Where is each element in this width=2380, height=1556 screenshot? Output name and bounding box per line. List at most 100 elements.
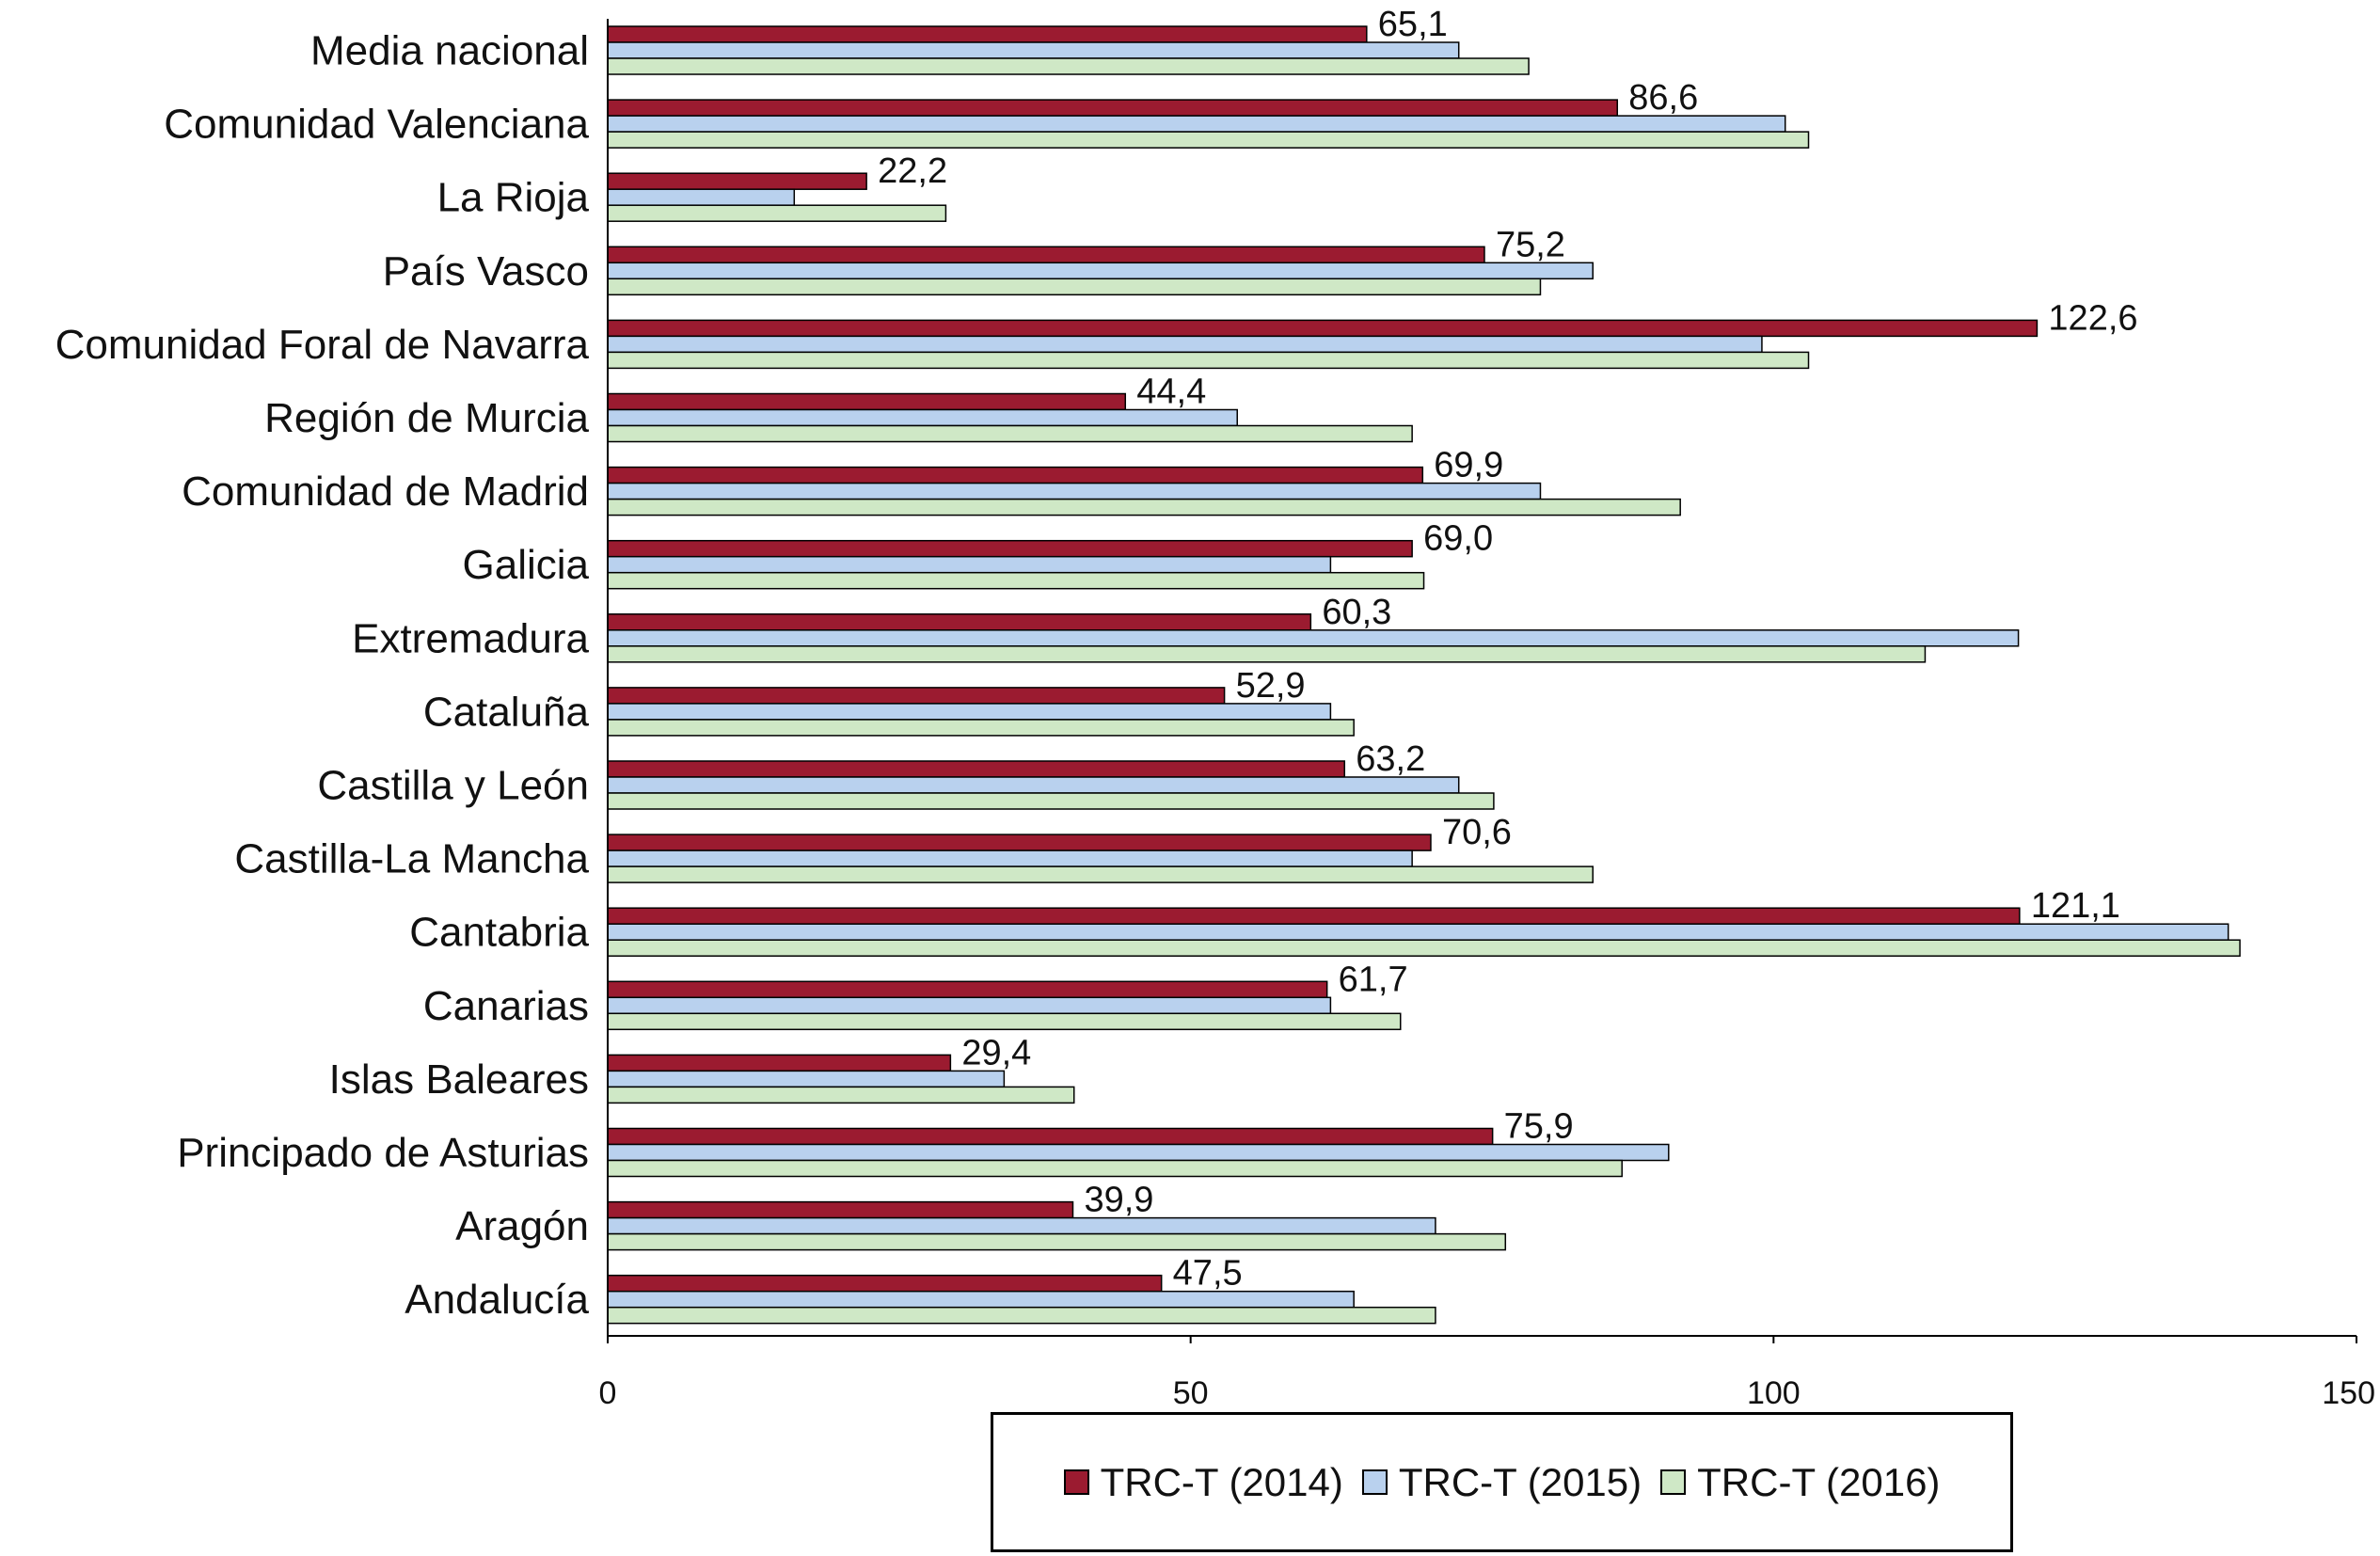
legend-swatch-2015 bbox=[1361, 1469, 1388, 1495]
bar-3-14 bbox=[607, 1086, 1075, 1104]
bar-3-13 bbox=[607, 1012, 1402, 1031]
bar-1-14 bbox=[607, 1054, 952, 1072]
category-label: Islas Baleares bbox=[329, 1056, 589, 1103]
category-label: Principado de Asturias bbox=[177, 1130, 589, 1176]
legend: TRC-T (2014) TRC-T (2015) TRC-T (2016) bbox=[991, 1412, 2013, 1552]
x-tick-label: 150 bbox=[2322, 1375, 2375, 1411]
data-label: 121,1 bbox=[2031, 886, 2120, 926]
category-label: Galicia bbox=[463, 542, 590, 588]
bar-2-17 bbox=[607, 1290, 1355, 1309]
bar-2-7 bbox=[607, 555, 1332, 574]
bar-3-16 bbox=[607, 1232, 1507, 1251]
bar-3-17 bbox=[607, 1306, 1436, 1325]
legend-item-2015: TRC-T (2015) bbox=[1361, 1459, 1642, 1505]
data-label: 75,2 bbox=[1496, 225, 1565, 264]
bar-1-1 bbox=[607, 99, 1619, 117]
bar-1-2 bbox=[607, 172, 867, 190]
legend-label-2014: TRC-T (2014) bbox=[1100, 1459, 1343, 1504]
category-label: Cantabria bbox=[409, 910, 589, 956]
category-label: Castilla y León bbox=[317, 763, 589, 809]
bar-2-16 bbox=[607, 1216, 1436, 1235]
bar-1-12 bbox=[607, 907, 2021, 925]
data-label: 44,4 bbox=[1136, 373, 1206, 412]
legend-swatch-2016 bbox=[1660, 1469, 1687, 1495]
category-label: Comunidad Foral de Navarra bbox=[56, 322, 590, 368]
bar-1-7 bbox=[607, 539, 1413, 558]
bar-3-3 bbox=[607, 278, 1542, 296]
legend-item-2014: TRC-T (2014) bbox=[1063, 1459, 1343, 1505]
bar-2-8 bbox=[607, 629, 2020, 647]
data-label: 65,1 bbox=[1378, 5, 1448, 44]
bar-2-12 bbox=[607, 923, 2229, 941]
bar-3-1 bbox=[607, 131, 1810, 149]
bar-3-6 bbox=[607, 498, 1681, 516]
data-label: 22,2 bbox=[878, 151, 947, 191]
bar-3-7 bbox=[607, 571, 1425, 590]
bar-1-13 bbox=[607, 980, 1328, 999]
bar-2-13 bbox=[607, 996, 1332, 1015]
x-tick-label: 50 bbox=[1173, 1375, 1209, 1411]
bar-2-5 bbox=[607, 408, 1238, 427]
bar-2-3 bbox=[607, 262, 1594, 280]
bar-3-11 bbox=[607, 865, 1594, 883]
bar-2-10 bbox=[607, 776, 1460, 794]
bar-3-4 bbox=[607, 351, 1810, 370]
category-label: País Vasco bbox=[383, 248, 589, 294]
bar-3-2 bbox=[607, 204, 947, 222]
bar-2-0 bbox=[607, 41, 1460, 59]
bar-2-1 bbox=[607, 115, 1786, 133]
category-label: La Rioja bbox=[437, 175, 590, 221]
bar-3-5 bbox=[607, 424, 1413, 443]
category-labels: Media nacional Comunidad Valenciana La Rio… bbox=[56, 28, 590, 1324]
category-label: Extremadura bbox=[352, 615, 589, 661]
category-label: Región de Murcia bbox=[264, 395, 589, 441]
legend-item-2016: TRC-T (2016) bbox=[1660, 1460, 1940, 1505]
data-label: 39,9 bbox=[1084, 1181, 1153, 1220]
bar-1-11 bbox=[607, 834, 1432, 851]
bar-2-4 bbox=[607, 335, 1763, 354]
bar-2-15 bbox=[607, 1143, 1670, 1162]
bar-3-12 bbox=[607, 939, 2241, 957]
x-tick-label: 0 bbox=[599, 1375, 617, 1411]
x-axis-ticks: 0 50 100 150 bbox=[599, 1336, 2375, 1411]
bar-1-6 bbox=[607, 466, 1424, 484]
x-tick-label: 100 bbox=[1747, 1375, 1801, 1411]
legend-label-2015: TRC-T (2015) bbox=[1398, 1459, 1642, 1504]
bar-3-15 bbox=[607, 1159, 1623, 1178]
category-label: Comunidad Valenciana bbox=[164, 102, 589, 148]
bar-1-0 bbox=[607, 25, 1368, 43]
bar-1-3 bbox=[607, 246, 1485, 264]
bar-1-9 bbox=[607, 687, 1226, 705]
category-label: Media nacional bbox=[310, 28, 589, 74]
bar-1-17 bbox=[607, 1274, 1163, 1293]
data-label: 52,9 bbox=[1236, 666, 1306, 706]
bar-2-14 bbox=[607, 1070, 1006, 1088]
bar-2-2 bbox=[607, 188, 796, 206]
category-label: Castilla-La Mancha bbox=[234, 836, 589, 882]
data-labels: 65,1 86,6 22,2 75,2 122,6 44,4 69,9 69,0 60,3 52,… bbox=[878, 5, 2137, 1294]
data-label: 86,6 bbox=[1628, 78, 1698, 118]
data-label: 122,6 bbox=[2048, 298, 2137, 338]
data-label: 69,0 bbox=[1423, 519, 1493, 559]
legend-label-2016: TRC-T (2016) bbox=[1697, 1459, 1941, 1504]
data-label: 69,9 bbox=[1434, 446, 1503, 485]
bar-1-5 bbox=[607, 392, 1127, 411]
bar-3-8 bbox=[607, 645, 1927, 663]
bar-1-4 bbox=[607, 319, 2039, 338]
bar-3-10 bbox=[607, 792, 1495, 810]
bar-1-16 bbox=[607, 1200, 1074, 1219]
bar-3-9 bbox=[607, 719, 1355, 737]
data-label: 70,6 bbox=[1442, 813, 1512, 852]
bar-2-9 bbox=[607, 703, 1332, 721]
bar-2-11 bbox=[607, 849, 1413, 867]
category-label: Cataluña bbox=[423, 689, 590, 735]
category-label: Aragón bbox=[455, 1203, 589, 1249]
data-label: 61,7 bbox=[1339, 960, 1408, 999]
bar-3-0 bbox=[607, 57, 1530, 75]
data-label: 63,2 bbox=[1356, 739, 1425, 779]
legend-swatch-2014 bbox=[1063, 1469, 1089, 1495]
data-label: 75,9 bbox=[1504, 1107, 1574, 1147]
bar-2-6 bbox=[607, 482, 1542, 500]
bar-1-15 bbox=[607, 1127, 1494, 1146]
